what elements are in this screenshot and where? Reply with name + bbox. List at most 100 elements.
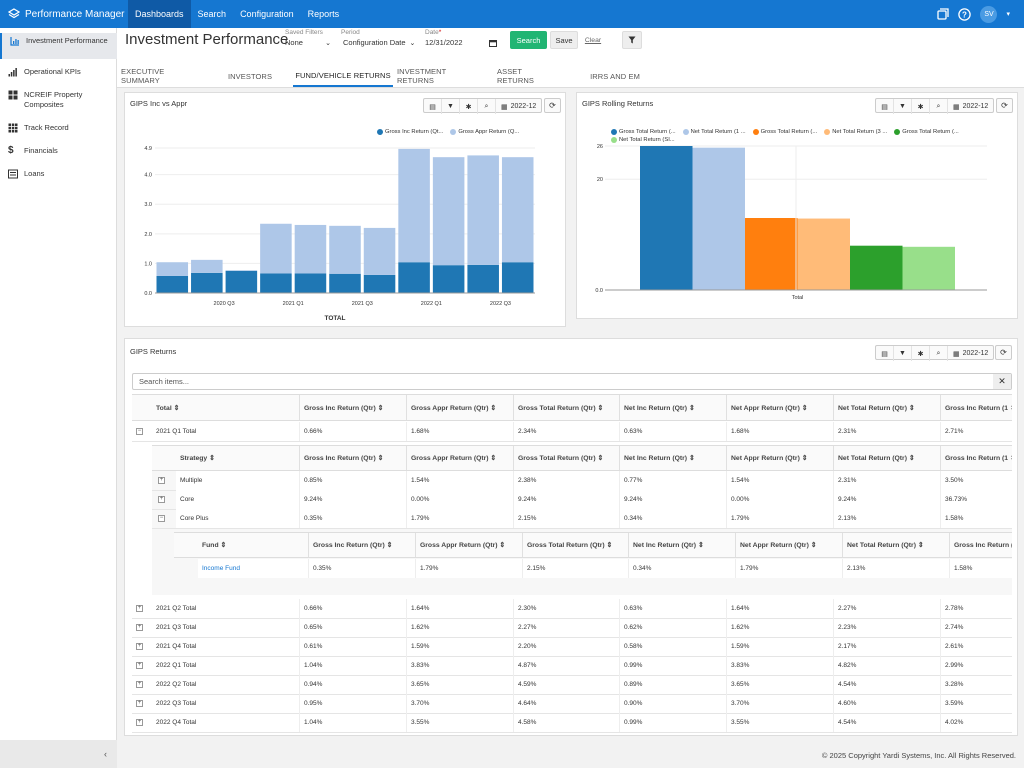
bar-gross-appr[interactable] [398, 148, 430, 263]
nav-search[interactable]: Search [197, 9, 227, 19]
expand-icon[interactable]: + [136, 624, 143, 631]
sidebar-item-operational-kpis[interactable]: Operational KPIs [0, 67, 117, 79]
bar-rolling-return[interactable] [745, 218, 798, 290]
column-header[interactable]: Gross Appr Return (Qtr) ⇕ [415, 533, 522, 557]
legend-item[interactable]: Gross Inc Return (Qt... [377, 129, 443, 135]
filter-icon[interactable]: ▼ [442, 99, 460, 114]
chevron-down-icon[interactable]: ▾ [1006, 11, 1010, 18]
legend-item[interactable]: Net Total Return (1 ... [682, 129, 746, 135]
sidebar-item-loans[interactable]: Loans [0, 169, 117, 181]
bar-gross-inc[interactable] [398, 262, 430, 293]
bar-rolling-return[interactable] [797, 218, 851, 290]
tab-investment-returns[interactable]: INVESTMENT RETURNS [397, 67, 447, 85]
bar-gross-appr[interactable] [432, 157, 465, 266]
sidebar-item-track-record[interactable]: Track Record [0, 123, 117, 135]
user-avatar[interactable]: SV [980, 5, 998, 23]
column-header[interactable]: Gross Total Return (Qtr) ⇕ [513, 395, 619, 420]
tab-fund-vehicle-returns[interactable]: FUND/VEHICLE RETURNS [293, 65, 393, 87]
sidebar-item-ncreif[interactable]: NCREIF Property Composites [0, 90, 117, 112]
column-header[interactable]: Net Total Return (Qtr) ⇕ [833, 395, 940, 420]
bar-gross-inc[interactable] [294, 273, 327, 293]
filter-icon[interactable]: ▼ [894, 99, 912, 114]
legend-item[interactable]: Gross Total Return (... [752, 129, 817, 135]
app-brand[interactable]: Performance Manager [8, 0, 125, 28]
export-icon[interactable]: ▤ [876, 346, 894, 361]
gear-icon[interactable]: ✱ [912, 99, 930, 114]
legend-item[interactable]: Gross Total Return (... [611, 129, 676, 135]
bar-rolling-return[interactable] [640, 146, 693, 290]
column-header[interactable]: Fund ⇕ [202, 542, 227, 549]
bar-gross-appr[interactable] [225, 270, 258, 271]
column-header[interactable]: Net Total Return (Qtr) ⇕ [833, 446, 940, 470]
expand-icon[interactable]: + [136, 643, 143, 650]
date-picker[interactable]: ▦ 2022-12 [948, 346, 993, 361]
collapse-icon[interactable]: − [158, 515, 165, 522]
sidebar-item-financials[interactable]: $ Financials [0, 146, 117, 158]
zoom-icon[interactable]: ⌕ [930, 99, 948, 114]
refresh-button[interactable]: ⟳ [544, 98, 561, 113]
nav-configuration[interactable]: Configuration [240, 9, 294, 19]
tab-irrs-and-em[interactable]: IRRS AND EM [590, 71, 640, 81]
expand-icon[interactable]: + [136, 662, 143, 669]
bar-gross-inc[interactable] [363, 274, 396, 293]
legend-item[interactable]: Net Total Return (3 ... [824, 129, 887, 135]
bar-rolling-return[interactable] [902, 246, 956, 290]
gear-icon[interactable]: ✱ [912, 346, 930, 361]
legend-item[interactable]: Gross Appr Return (Q... [450, 129, 519, 135]
export-icon[interactable]: ▤ [424, 99, 442, 114]
legend-item[interactable]: Net Total Return (SI... [611, 137, 675, 143]
column-header[interactable]: Gross Inc Return (1 ⇕ [940, 446, 1012, 470]
tab-asset-returns[interactable]: ASSET RETURNS [497, 67, 534, 85]
expand-icon[interactable]: + [158, 477, 165, 484]
bar-gross-inc[interactable] [260, 273, 292, 293]
column-header[interactable]: Gross Appr Return (Qtr) ⇕ [406, 446, 513, 470]
gear-icon[interactable]: ✱ [460, 99, 478, 114]
nav-dashboards[interactable]: Dashboards [128, 0, 191, 28]
bar-gross-appr[interactable] [260, 223, 292, 274]
bar-gross-inc[interactable] [501, 262, 534, 293]
legend-item[interactable]: Gross Total Return (... [894, 129, 959, 135]
saved-filters-select[interactable]: None ⌄ [285, 38, 331, 47]
column-header[interactable]: Gross Inc Return (1 ⇕ [940, 395, 1012, 420]
bar-gross-appr[interactable] [156, 262, 189, 276]
bar-gross-appr[interactable] [501, 157, 534, 263]
column-header[interactable]: Gross Total Return (Qtr) ⇕ [522, 533, 628, 557]
filter-icon[interactable]: ▼ [894, 346, 912, 361]
date-picker[interactable]: ▦ 2022-12 [496, 99, 541, 114]
calendar-icon[interactable] [489, 39, 497, 47]
column-header[interactable]: Net Total Return (Qtr) ⇕ [842, 533, 949, 557]
column-header[interactable]: Net Appr Return (Qtr) ⇕ [726, 446, 833, 470]
zoom-icon[interactable]: ⌕ [478, 99, 496, 114]
windows-icon[interactable] [937, 8, 950, 20]
column-header[interactable]: Gross Total Return (Qtr) ⇕ [513, 446, 619, 470]
bar-gross-inc[interactable] [467, 264, 499, 293]
collapse-icon[interactable]: − [136, 428, 143, 435]
column-header[interactable]: Gross Appr Return (Qtr) ⇕ [406, 395, 513, 420]
filter-button[interactable] [622, 31, 642, 49]
expand-icon[interactable]: + [136, 605, 143, 612]
clear-search-button[interactable]: ✕ [993, 374, 1011, 389]
bar-rolling-return[interactable] [692, 147, 746, 290]
column-header[interactable]: Gross Inc Return (Qtr) ⇕ [308, 533, 415, 557]
bar-gross-appr[interactable] [467, 155, 499, 265]
income-fund-link[interactable]: Income Fund [198, 559, 308, 578]
tab-executive-summary[interactable]: EXECUTIVE SUMMARY [121, 67, 165, 85]
refresh-button[interactable]: ⟳ [995, 345, 1012, 360]
bar-gross-appr[interactable] [329, 225, 361, 274]
date-picker[interactable]: ▦ 2022-12 [948, 99, 993, 114]
expand-icon[interactable]: + [136, 700, 143, 707]
bar-gross-inc[interactable] [225, 270, 258, 293]
period-select[interactable]: Configuration Date ⌄ [343, 38, 415, 47]
expand-icon[interactable]: + [136, 719, 143, 726]
bar-gross-inc[interactable] [156, 275, 189, 293]
search-input[interactable]: Search items... [132, 373, 1012, 390]
export-icon[interactable]: ▤ [876, 99, 894, 114]
refresh-button[interactable]: ⟳ [996, 98, 1013, 113]
zoom-icon[interactable]: ⌕ [930, 346, 948, 361]
bar-rolling-return[interactable] [850, 245, 903, 290]
tab-investors[interactable]: INVESTORS [227, 71, 273, 81]
expand-icon[interactable]: + [158, 496, 165, 503]
column-header[interactable]: Net Appr Return (Qtr) ⇕ [726, 395, 833, 420]
date-field[interactable]: 12/31/2022 [425, 38, 497, 47]
column-header[interactable]: Strategy ⇕ [180, 455, 215, 462]
